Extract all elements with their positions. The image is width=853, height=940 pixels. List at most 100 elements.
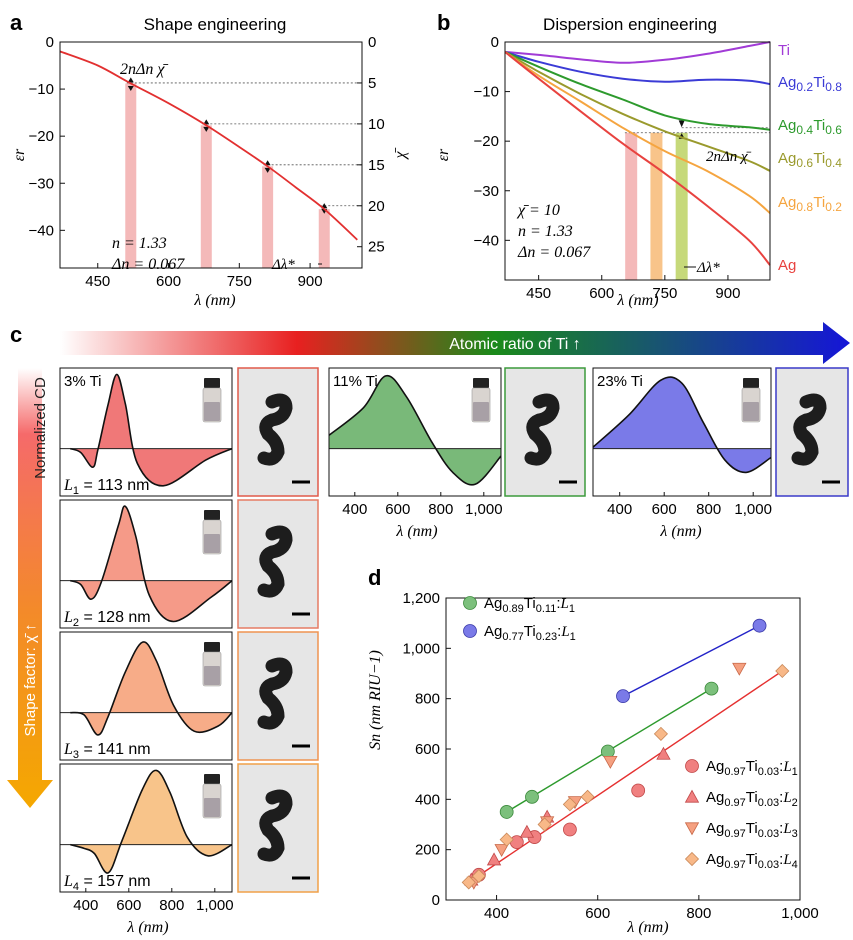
legend-part: Ag — [778, 257, 796, 274]
panel-d-xtick-label: 600 — [585, 905, 610, 922]
panel-d-point — [603, 755, 618, 769]
legend-part: Ag — [778, 117, 796, 134]
tem-image-frame — [237, 763, 319, 893]
cd-ti-label: 23% Ti — [597, 373, 643, 390]
len-rest: = 141 nm — [79, 741, 151, 758]
panel-b-annot-top: 2nΔn χ̄ — [706, 149, 752, 165]
len-l: L — [63, 609, 73, 626]
panel-d-ytick-label: 400 — [415, 791, 440, 808]
legend-part: L — [782, 790, 791, 806]
panel-b-ytick-label: −30 — [474, 183, 499, 200]
panel-d-legend-marker — [463, 624, 477, 638]
panel-d-point — [461, 875, 476, 890]
legend-part: 0.97 — [724, 766, 745, 778]
cd-xtick-label: 600 — [652, 501, 677, 518]
legend-part: 0.8 — [825, 80, 842, 94]
panel-a-marker-up — [203, 119, 210, 125]
panel-b-ytick-label: −20 — [474, 133, 499, 150]
panel-c-xlabel-3: λ (nm) — [126, 919, 168, 936]
panel-b-bar — [675, 132, 688, 280]
legend-part: Ag — [706, 851, 724, 868]
len-sub: 4 — [73, 881, 79, 893]
len-l: L — [63, 741, 73, 758]
cd-area — [329, 375, 501, 485]
legend-part: 0.6 — [825, 123, 842, 137]
cd-frame — [59, 367, 233, 497]
panel-a-marker-up — [127, 77, 134, 83]
vial-liquid-icon — [204, 666, 220, 685]
normalized-cd-label: Normalized CD — [32, 377, 49, 479]
vial-liquid-icon — [473, 402, 489, 421]
legend-part: Ag — [706, 758, 724, 775]
legend-part: : — [779, 851, 783, 868]
cd-area — [70, 374, 232, 486]
panel-a-title: Shape engineering — [144, 15, 287, 34]
legend-part: Ag — [778, 150, 796, 167]
panel-a-annot-dl: Δλ* — [271, 257, 295, 273]
panel-b-xtick-label: 600 — [589, 285, 614, 302]
panel-d-legend-Ag0.97Ti0.03:L3: Ag0.97Ti0.03:L3 — [706, 820, 798, 840]
panel-b-curve — [504, 51, 771, 172]
panel-d-point — [653, 726, 668, 741]
panel-b-curve — [504, 51, 771, 214]
legend-part: 0.2 — [825, 200, 842, 214]
panel-letter-a: a — [10, 10, 23, 35]
panel-a-bar — [125, 83, 137, 268]
len-sub: 3 — [73, 749, 79, 761]
cd-xtick-label: 1,000 — [465, 501, 503, 518]
len-rest: = 128 nm — [79, 609, 151, 626]
legend-part: Ti — [813, 150, 825, 167]
panel-letter-d: d — [368, 565, 381, 590]
panel-d-legend-Ag0.97Ti0.03:L4: Ag0.97Ti0.03:L4 — [706, 851, 798, 871]
vial-cap-icon — [204, 510, 220, 520]
panel-d-ytick-label: 1,200 — [402, 590, 440, 607]
panel-a-ytick-label: 0 — [46, 34, 54, 51]
legend-part: Ag — [484, 595, 502, 612]
panel-b-frame — [504, 41, 771, 281]
ti-ratio-label: Atomic ratio of Ti ↑ — [449, 336, 581, 353]
panel-d-point — [471, 869, 486, 884]
cd-xtick-label: 1,000 — [734, 501, 772, 518]
panel-a-y2tick-label: 20 — [368, 198, 385, 215]
panel-b-ytick-label: 0 — [491, 34, 499, 51]
panel-d-ytick-label: 1,000 — [402, 640, 440, 657]
cd-area — [70, 506, 232, 622]
panel-d-point — [486, 852, 502, 866]
legend-part: 0.4 — [825, 156, 842, 170]
panel-b-ytick-label: −10 — [474, 84, 499, 101]
len-rest: = 157 nm — [79, 873, 151, 890]
panel-b-legend-Ag0.6Ti0.4: Ag0.6 Ti0.4 — [778, 150, 842, 170]
panel-d-point — [537, 817, 552, 832]
legend-part: 0.89 — [502, 603, 523, 615]
panel-d-legend-Ag0.97Ti0.03:L1: Ag0.97Ti0.03:L1 — [706, 758, 798, 778]
legend-part: 0.03 — [758, 797, 779, 809]
tem-particle — [257, 525, 293, 598]
legend-part: 0.6 — [796, 156, 813, 170]
panel-a-bar — [200, 125, 212, 269]
panel-d-legend-marker — [684, 822, 700, 836]
legend-part: 0.77 — [502, 631, 523, 643]
panel-d-point — [775, 663, 790, 679]
legend-part: Ti — [746, 758, 758, 775]
legend-part: 1 — [792, 766, 798, 778]
panel-a-ytick-label: −20 — [29, 128, 54, 145]
len-l: L — [63, 477, 73, 494]
panel-a-marker-down — [203, 126, 210, 132]
legend-part: Ti — [813, 117, 825, 134]
panel-a-xtick-label: 450 — [85, 273, 110, 290]
panel-b-curve — [504, 50, 771, 86]
panel-d-point — [631, 783, 646, 798]
cd-area — [70, 770, 232, 874]
shape-factor-label: Shape factor: χ̄ ↑ — [22, 624, 39, 737]
legend-part: 1 — [570, 631, 576, 643]
panel-a-xtick-label: 900 — [298, 273, 323, 290]
len-sub: 2 — [73, 617, 79, 629]
cd-curve — [69, 505, 233, 623]
len-l: L — [63, 873, 73, 890]
cd-ti-label: 11% Ti — [333, 373, 378, 390]
legend-part: L — [782, 821, 791, 837]
cd-curve — [328, 374, 502, 486]
panel-a-frame — [59, 41, 363, 269]
panel-b-legend-Ag0.4Ti0.6: Ag0.4 Ti0.6 — [778, 117, 842, 137]
